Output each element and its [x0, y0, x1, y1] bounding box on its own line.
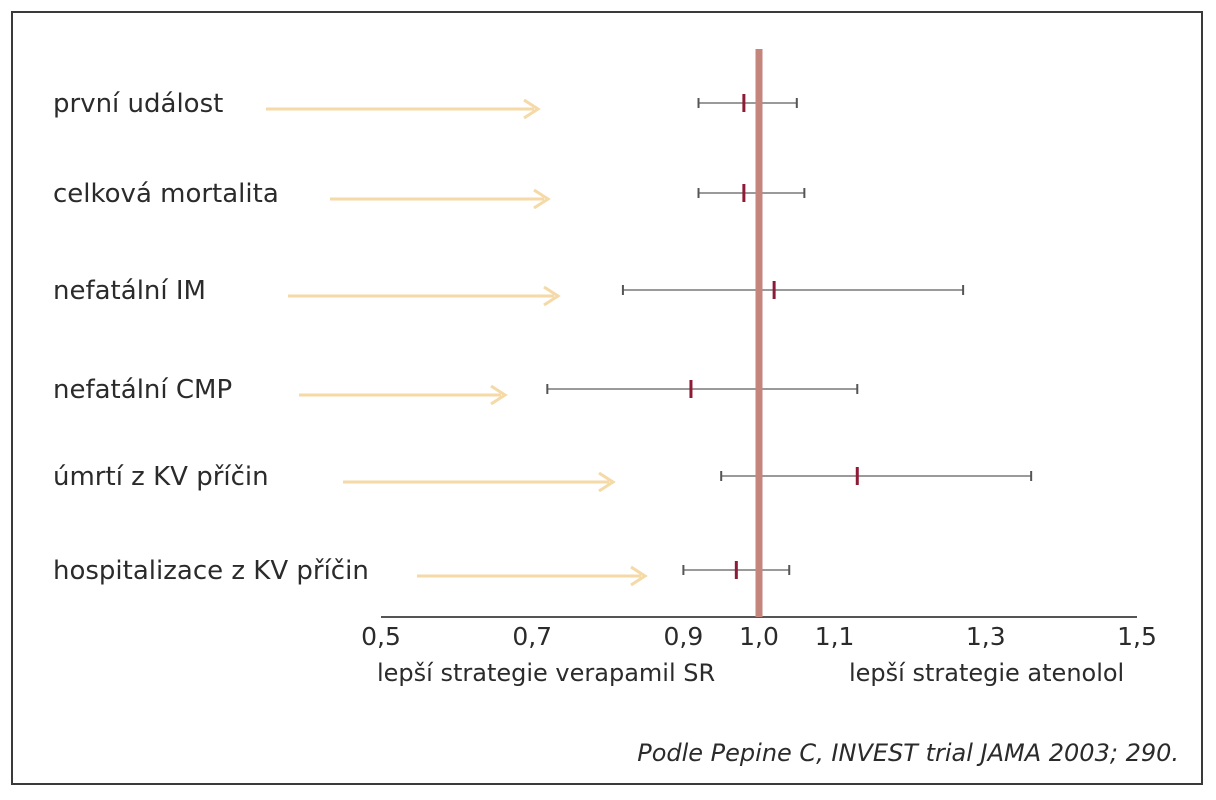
x-tick-label: 0,9: [664, 622, 704, 651]
x-tick-label: 0,7: [512, 622, 552, 651]
x-tick-label: 1,5: [1117, 622, 1157, 651]
x-tick-label: 0,5: [361, 622, 401, 651]
row-arrow-head: [523, 98, 541, 120]
row-label: nefatální IM: [53, 276, 206, 306]
figure-frame: 0,5 0,7 0,9 1,0 1,1 1,3 1,5 lepší strategie ver…: [11, 11, 1203, 785]
row-arrow-head: [598, 471, 616, 493]
row-label: úmrtí z KV příčin: [53, 462, 269, 492]
x-tick-label: 1,0: [739, 622, 779, 651]
row-label: první událost: [53, 89, 223, 119]
row-arrow-head: [490, 384, 508, 406]
citation: Podle Pepine C, INVEST trial JAMA 2003; …: [637, 739, 1179, 767]
row-label: hospitalizace z KV příčin: [53, 556, 369, 586]
x-tick-label: 1,3: [966, 622, 1006, 651]
right-direction-label: lepší strategie atenolol: [849, 659, 1124, 687]
row-arrow-head: [533, 188, 551, 210]
left-direction-label: lepší strategie verapamil SR: [377, 659, 715, 687]
x-tick-label: 1,1: [815, 622, 855, 651]
row-arrow-head: [630, 565, 648, 587]
row-label: celková mortalita: [53, 179, 279, 209]
forest-plot: 0,5 0,7 0,9 1,0 1,1 1,3 1,5 lepší strategie ver…: [53, 49, 1157, 687]
row-label: nefatální CMP: [53, 375, 232, 405]
row-arrow-head: [543, 285, 561, 307]
